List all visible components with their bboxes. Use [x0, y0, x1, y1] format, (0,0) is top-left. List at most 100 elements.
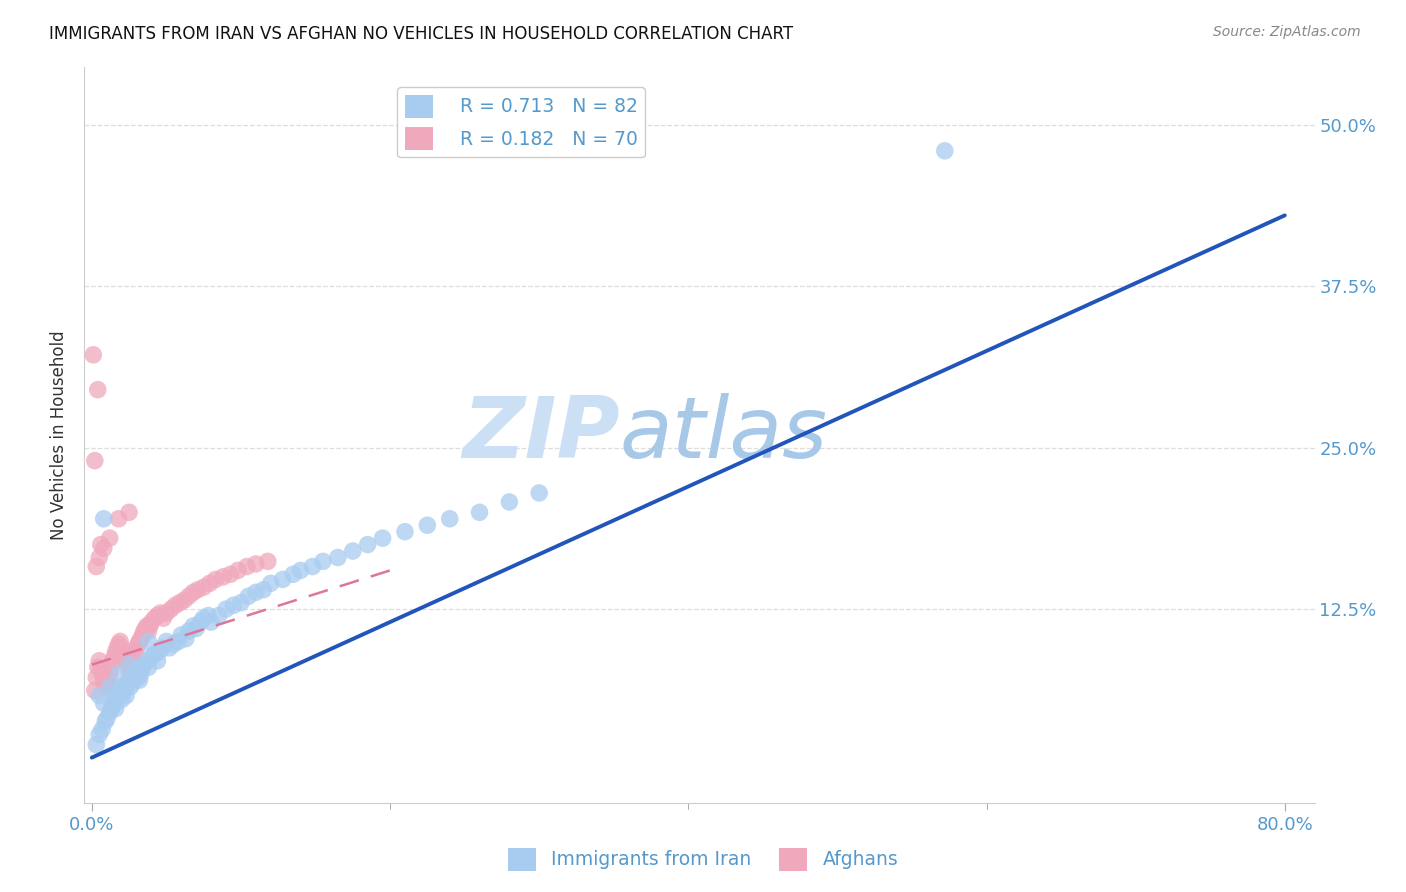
Point — [84, 671, 107, 685]
Point — [87, 383, 110, 397]
Point — [117, 657, 139, 672]
Point — [83, 683, 105, 698]
Point — [138, 624, 160, 639]
Point — [326, 550, 349, 565]
Point — [121, 675, 143, 690]
Point — [139, 619, 162, 633]
Point — [91, 723, 114, 737]
Point — [103, 649, 125, 664]
Point — [124, 645, 146, 659]
Point — [290, 563, 312, 577]
Point — [468, 505, 491, 519]
Point — [93, 541, 115, 556]
Point — [84, 738, 107, 752]
Point — [222, 599, 245, 613]
Point — [134, 622, 156, 636]
Point — [101, 698, 124, 713]
Point — [136, 654, 159, 668]
Point — [84, 559, 107, 574]
Point — [149, 606, 172, 620]
Text: IMMIGRANTS FROM IRAN VS AFGHAN NO VEHICLES IN HOUSEHOLD CORRELATION CHART: IMMIGRANTS FROM IRAN VS AFGHAN NO VEHICL… — [49, 25, 793, 43]
Point — [148, 645, 170, 659]
Point — [177, 589, 200, 603]
Point — [118, 657, 141, 672]
Point — [98, 666, 121, 681]
Point — [90, 538, 112, 552]
Point — [104, 701, 127, 715]
Point — [82, 348, 104, 362]
Point — [127, 671, 149, 685]
Point — [112, 686, 135, 700]
Point — [115, 689, 138, 703]
Point — [187, 582, 209, 597]
Point — [260, 576, 283, 591]
Point — [89, 727, 111, 741]
Point — [198, 576, 221, 591]
Point — [238, 589, 260, 603]
Point — [394, 524, 416, 539]
Point — [190, 615, 212, 629]
Point — [125, 663, 148, 677]
Point — [89, 654, 111, 668]
Point — [934, 144, 956, 158]
Point — [173, 593, 195, 607]
Point — [94, 714, 117, 729]
Point — [141, 649, 163, 664]
Point — [271, 573, 294, 587]
Point — [93, 673, 115, 687]
Point — [136, 619, 159, 633]
Point — [115, 654, 138, 668]
Point — [226, 563, 249, 577]
Point — [177, 624, 200, 639]
Point — [207, 608, 229, 623]
Point — [105, 640, 128, 655]
Point — [138, 634, 160, 648]
Point — [416, 518, 439, 533]
Point — [101, 654, 124, 668]
Point — [124, 666, 146, 681]
Point — [117, 675, 139, 690]
Point — [245, 557, 267, 571]
Y-axis label: No Vehicles in Household: No Vehicles in Household — [49, 330, 67, 540]
Point — [312, 554, 335, 568]
Point — [120, 680, 142, 694]
Point — [146, 654, 169, 668]
Point — [114, 682, 136, 697]
Point — [107, 666, 129, 681]
Point — [98, 531, 121, 545]
Point — [96, 675, 118, 690]
Point — [215, 602, 238, 616]
Point — [94, 680, 117, 694]
Point — [150, 640, 173, 655]
Point — [93, 512, 115, 526]
Point — [301, 559, 323, 574]
Point — [89, 689, 111, 703]
Point — [122, 649, 145, 664]
Point — [83, 453, 105, 467]
Point — [128, 634, 150, 648]
Point — [111, 640, 134, 655]
Point — [89, 550, 111, 565]
Point — [170, 628, 193, 642]
Point — [219, 567, 242, 582]
Point — [371, 531, 394, 545]
Point — [129, 632, 152, 646]
Point — [141, 615, 163, 629]
Point — [193, 580, 215, 594]
Point — [197, 608, 219, 623]
Point — [160, 602, 183, 616]
Point — [98, 706, 121, 720]
Point — [104, 645, 127, 659]
Point — [105, 692, 128, 706]
Text: ZIP: ZIP — [463, 393, 620, 476]
Point — [204, 573, 226, 587]
Point — [527, 486, 550, 500]
Point — [174, 632, 197, 646]
Point — [100, 660, 122, 674]
Point — [111, 692, 134, 706]
Point — [125, 640, 148, 655]
Point — [131, 628, 153, 642]
Point — [122, 671, 145, 685]
Point — [132, 657, 155, 672]
Point — [107, 512, 129, 526]
